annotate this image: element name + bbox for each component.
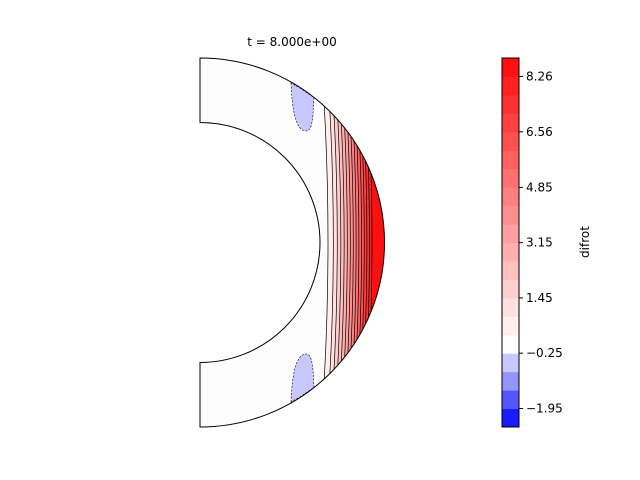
colorbar-tick-label: −0.25 [526,346,563,360]
negative-patch-north [290,82,315,132]
colorbar-band [502,168,519,188]
colorbar-tick-label: −1.95 [526,401,563,415]
colorbar-band [502,187,519,207]
colorbar-band [502,334,519,354]
colorbar-band [502,113,519,133]
colorbar-band [502,408,519,428]
colorbar-band [502,260,519,280]
colorbar-band [502,150,519,170]
colorbar-band [502,390,519,410]
contour-field [200,58,385,427]
chart-title: t = 8.000e+00 [247,35,336,49]
colorbar-band [502,224,519,243]
colorbar-band [502,297,519,317]
colorbar-band [502,131,519,151]
colorbar-band [502,353,519,373]
domain-boundary [199,57,385,428]
colorbar-band [502,76,519,96]
colorbar-band [502,58,519,77]
colorbar-band [502,94,519,114]
colorbar-tick-label: 6.56 [526,125,553,139]
colorbar-tick-label: 1.45 [526,291,553,305]
colorbar-band [502,205,519,225]
colorbar-band [502,371,519,391]
colorbar-band [502,242,519,262]
colorbar-tick-label: 3.15 [526,236,553,250]
colorbar-tick-label: 4.85 [526,180,553,194]
colorbar-tick-label: 8.26 [526,70,553,84]
colorbar-band [502,279,519,299]
negative-patch-south [290,353,315,403]
colorbar: 8.26 6.56 4.85 3.15 1.45 −0.25 −1.95 [501,57,563,428]
colorbar-label: difrot [578,226,592,258]
colorbar-band [502,316,519,336]
